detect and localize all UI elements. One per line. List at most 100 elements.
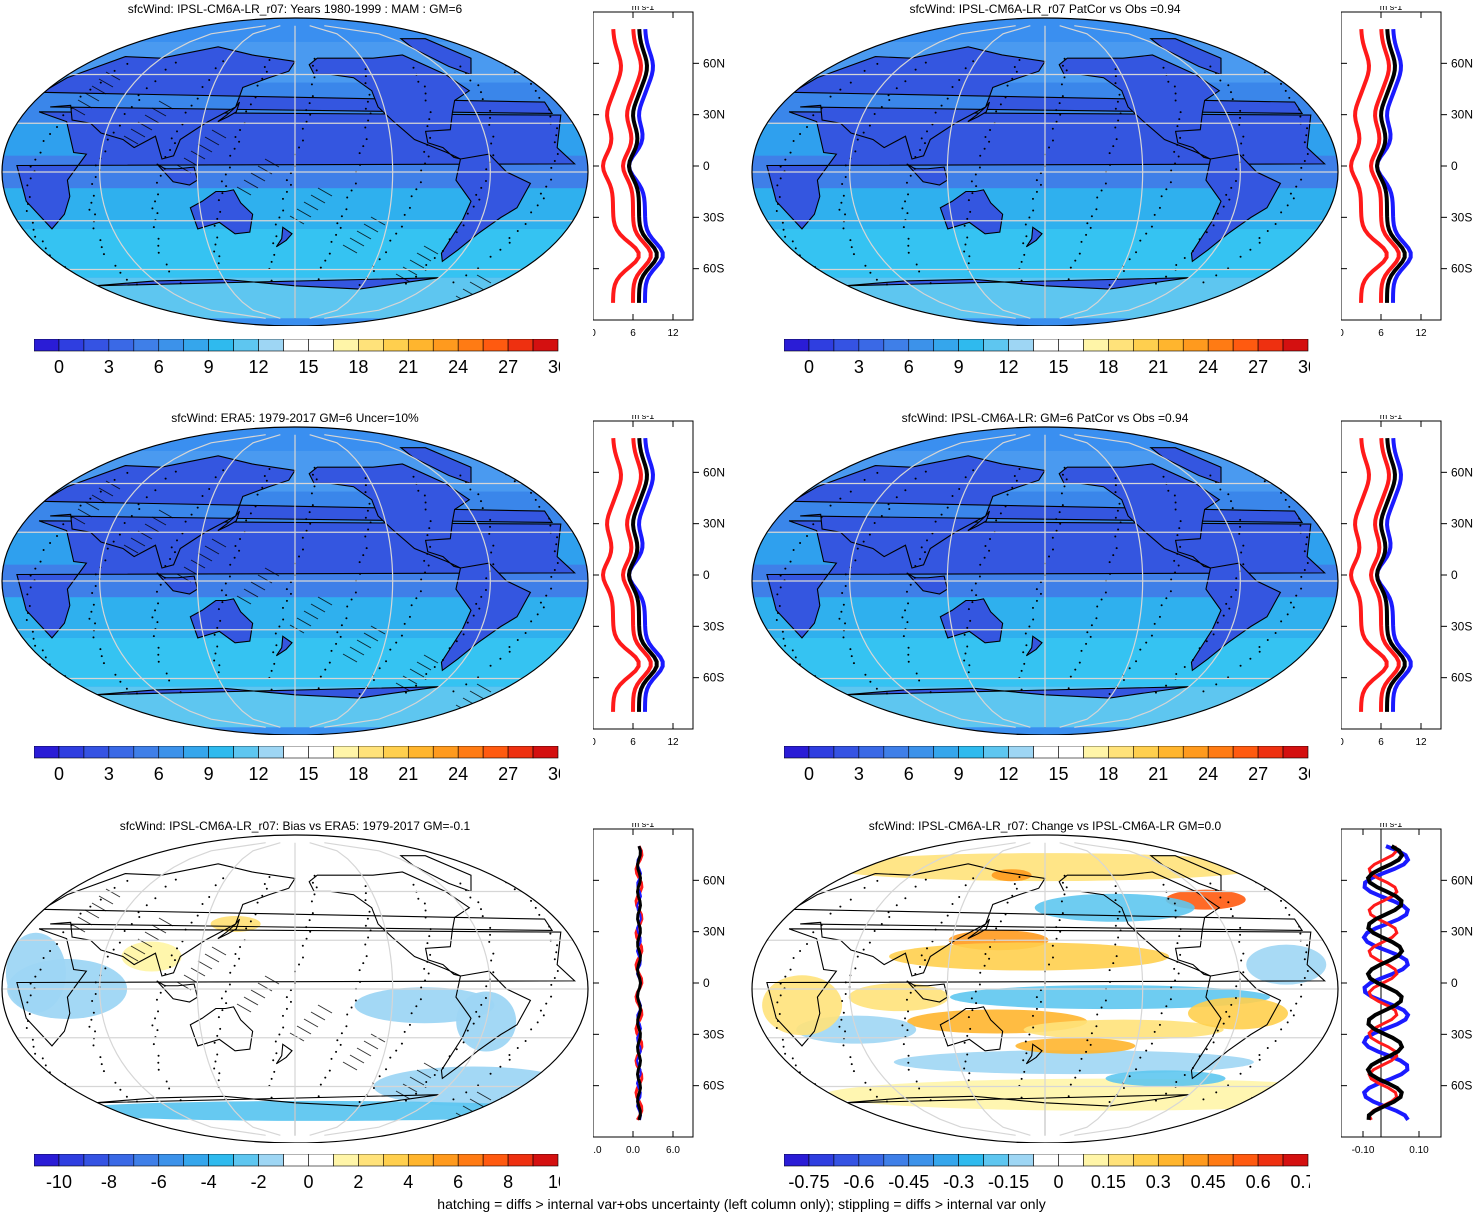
stipple-dot xyxy=(1225,193,1228,196)
stipple-dot xyxy=(138,98,141,101)
profile-curve-land xyxy=(620,28,653,303)
stipple-dot xyxy=(42,548,45,551)
colorbar-tick-label: 6 xyxy=(154,764,164,784)
stipple-dot xyxy=(1169,998,1172,1001)
stipple-dot xyxy=(1298,108,1301,111)
colorbar-tick-label: 21 xyxy=(1148,764,1168,784)
stipple-dot xyxy=(28,196,31,199)
colorbar-tick-label: 30 xyxy=(1298,357,1310,377)
stipple-dot xyxy=(281,1014,284,1017)
stipple-dot xyxy=(975,594,978,597)
stipple-dot xyxy=(285,599,288,602)
stipple-dot xyxy=(359,980,362,983)
stipple-dot xyxy=(1109,163,1112,166)
stipple-dot xyxy=(113,69,116,72)
stipple-dot xyxy=(492,544,495,547)
map-change-patch xyxy=(1015,1037,1136,1054)
stipple-dot xyxy=(222,60,225,63)
stipple-dot xyxy=(309,522,312,525)
map-frame xyxy=(751,834,1339,1143)
stipple-dot xyxy=(530,899,533,902)
stipple-dot xyxy=(239,129,242,132)
stipple-dot xyxy=(1212,224,1215,227)
stipple-dot xyxy=(906,212,909,215)
stipple-dot xyxy=(208,487,211,490)
stipple-dot xyxy=(1258,650,1261,653)
hatch-line xyxy=(317,187,333,197)
stipple-dot xyxy=(926,130,929,133)
profile-lat-label: 60S xyxy=(1451,671,1472,685)
stipple-dot xyxy=(92,194,95,197)
stipple-dot xyxy=(170,954,173,957)
stipple-dot xyxy=(364,126,367,129)
profile-x-label: 0 xyxy=(593,328,596,339)
hatch-line xyxy=(183,157,199,167)
map-change-patch xyxy=(1023,1019,1224,1040)
hatch-line xyxy=(395,682,411,692)
colorbar-tick-label: 21 xyxy=(1148,357,1168,377)
stipple-dot xyxy=(1238,532,1241,535)
stipple-dot xyxy=(479,908,482,911)
profile-curve-ocean xyxy=(1361,844,1411,1122)
colorbar-swatch xyxy=(1282,339,1309,352)
stipple-dot xyxy=(914,885,917,888)
colorbar-swatch xyxy=(457,339,484,352)
stipple-dot xyxy=(516,230,519,233)
stipple-dot xyxy=(317,687,320,690)
world-map-p3 xyxy=(1,426,589,735)
stipple-dot xyxy=(313,893,316,896)
hatch-line xyxy=(197,552,213,562)
hatch-line xyxy=(45,49,61,59)
hatch-line xyxy=(197,960,213,970)
stipple-dot xyxy=(34,975,37,978)
stipple-dot xyxy=(1104,999,1107,1002)
stipple-dot xyxy=(1035,996,1038,999)
stipple-dot xyxy=(403,622,406,625)
stipple-dot xyxy=(462,224,465,227)
stipple-dot xyxy=(553,958,556,961)
stipple-dot xyxy=(168,679,171,682)
stipple-dot xyxy=(794,247,797,250)
stipple-dot xyxy=(873,929,876,932)
stipple-dot xyxy=(1306,944,1309,947)
profile-x-label: 0 xyxy=(1341,737,1344,748)
stipple-dot xyxy=(1023,662,1026,665)
stipple-dot xyxy=(907,1010,910,1013)
stipple-dot xyxy=(270,1096,273,1099)
hatch-line xyxy=(144,931,160,941)
stipple-dot xyxy=(415,1092,418,1095)
stipple-dot xyxy=(1080,649,1083,652)
stipple-dot xyxy=(218,664,221,667)
hatch-line xyxy=(211,946,227,956)
stipple-dot xyxy=(34,1052,37,1055)
stipple-dot xyxy=(841,592,844,595)
stipple-dot xyxy=(441,250,444,253)
stipple-dot xyxy=(1086,631,1089,634)
stipple-dot xyxy=(862,948,865,951)
stipple-dot xyxy=(839,88,842,91)
stipple-dot xyxy=(1022,242,1025,245)
stipple-dot xyxy=(923,959,926,962)
stipple-dot xyxy=(904,80,907,83)
stipple-dot xyxy=(104,150,107,153)
figure-footnote: hatching = diffs > internal var+obs unce… xyxy=(437,1196,1046,1212)
stipple-dot xyxy=(176,130,179,133)
stipple-dot xyxy=(1170,986,1173,989)
stipple-dot xyxy=(289,592,292,595)
hatch-line xyxy=(250,989,266,999)
hatch-line xyxy=(31,472,47,482)
stipple-dot xyxy=(156,1029,159,1032)
stipple-dot xyxy=(135,692,138,695)
hatch-line xyxy=(303,610,319,620)
stipple-dot xyxy=(951,902,954,905)
stipple-dot xyxy=(806,125,809,128)
stipple-dot xyxy=(90,1018,93,1021)
stipple-dot xyxy=(441,659,444,662)
stipple-dot xyxy=(305,120,308,123)
stipple-dot xyxy=(1061,881,1064,884)
stipple-dot xyxy=(868,941,871,944)
colorbar-tick-label: 6 xyxy=(453,1172,463,1192)
stipple-dot xyxy=(389,239,392,242)
stipple-dot xyxy=(1020,1077,1023,1080)
